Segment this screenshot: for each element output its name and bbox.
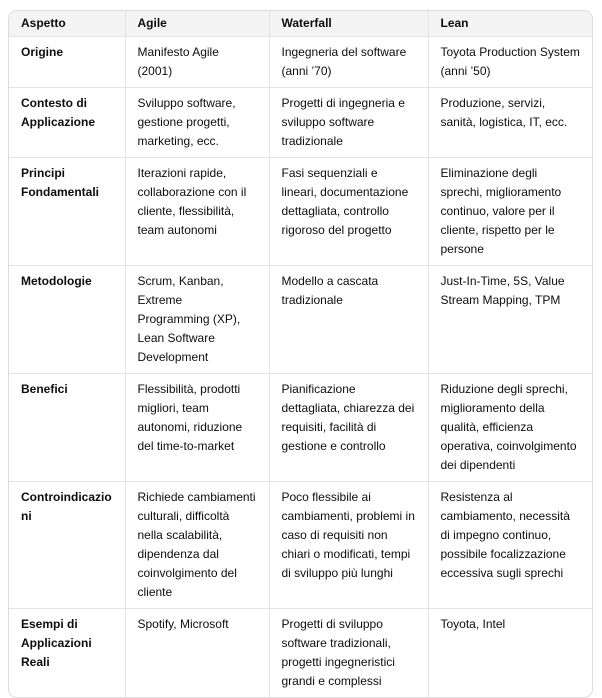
table-row-benefici: Benefici Flessibilità, prodotti migliori…	[9, 373, 592, 482]
cell-origine-agile: Manifesto Agile (2001)	[124, 36, 269, 88]
row-label-metodologie: Metodologie	[9, 265, 125, 374]
table-row-esempi: Esempi di Applicazioni Reali Spotify, Mi…	[9, 608, 592, 697]
row-label-esempi: Esempi di Applicazioni Reali	[9, 608, 125, 697]
cell-principi-agile: Iterazioni rapide, collaborazione con il…	[124, 157, 269, 266]
cell-metodologie-lean: Just-In-Time, 5S, Value Stream Mapping, …	[427, 265, 592, 374]
table-row-origine: Origine Manifesto Agile (2001) Ingegneri…	[9, 36, 592, 88]
cell-metodologie-waterfall: Modello a cascata tradizionale	[268, 265, 428, 374]
cell-controindicazioni-lean: Resistenza al cambiamento, necessità di …	[427, 481, 592, 609]
column-header-agile: Agile	[124, 11, 269, 37]
row-label-origine: Origine	[9, 36, 125, 88]
cell-principi-lean: Eliminazione degli sprechi, migliorament…	[427, 157, 592, 266]
cell-benefici-waterfall: Pianificazione dettagliata, chiarezza de…	[268, 373, 428, 482]
column-header-waterfall: Waterfall	[268, 11, 428, 37]
cell-metodologie-agile: Scrum, Kanban, Extreme Programming (XP),…	[124, 265, 269, 374]
table-row-contesto: Contesto di Applicazione Sviluppo softwa…	[9, 87, 592, 158]
cell-benefici-lean: Riduzione degli sprechi, miglioramento d…	[427, 373, 592, 482]
cell-esempi-waterfall: Progetti di sviluppo software tradiziona…	[268, 608, 428, 697]
cell-contesto-agile: Sviluppo software, gestione progetti, ma…	[124, 87, 269, 158]
row-label-controindicazioni: Controindicazioni	[9, 481, 125, 609]
row-label-benefici: Benefici	[9, 373, 125, 482]
table-row-controindicazioni: Controindicazioni Richiede cambiamenti c…	[9, 481, 592, 609]
cell-contesto-waterfall: Progetti di ingegneria e sviluppo softwa…	[268, 87, 428, 158]
comparison-table: Aspetto Agile Waterfall Lean Origine Man…	[9, 11, 592, 697]
methodology-comparison-table: Aspetto Agile Waterfall Lean Origine Man…	[8, 10, 593, 698]
cell-contesto-lean: Produzione, servizi, sanità, logistica, …	[427, 87, 592, 158]
cell-benefici-agile: Flessibilità, prodotti migliori, team au…	[124, 373, 269, 482]
cell-origine-lean: Toyota Production System (anni ’50)	[427, 36, 592, 88]
table-row-metodologie: Metodologie Scrum, Kanban, Extreme Progr…	[9, 265, 592, 374]
cell-controindicazioni-waterfall: Poco flessibile ai cambiamenti, problemi…	[268, 481, 428, 609]
column-header-aspetto: Aspetto	[9, 11, 125, 37]
cell-principi-waterfall: Fasi sequenziali e lineari, documentazio…	[268, 157, 428, 266]
table-row-principi: Principi Fondamentali Iterazioni rapide,…	[9, 157, 592, 266]
table-header-row: Aspetto Agile Waterfall Lean	[9, 11, 592, 37]
column-header-lean: Lean	[427, 11, 592, 37]
cell-esempi-lean: Toyota, Intel	[427, 608, 592, 697]
row-label-contesto: Contesto di Applicazione	[9, 87, 125, 158]
cell-origine-waterfall: Ingegneria del software (anni ’70)	[268, 36, 428, 88]
cell-controindicazioni-agile: Richiede cambiamenti culturali, difficol…	[124, 481, 269, 609]
row-label-principi: Principi Fondamentali	[9, 157, 125, 266]
cell-esempi-agile: Spotify, Microsoft	[124, 608, 269, 697]
